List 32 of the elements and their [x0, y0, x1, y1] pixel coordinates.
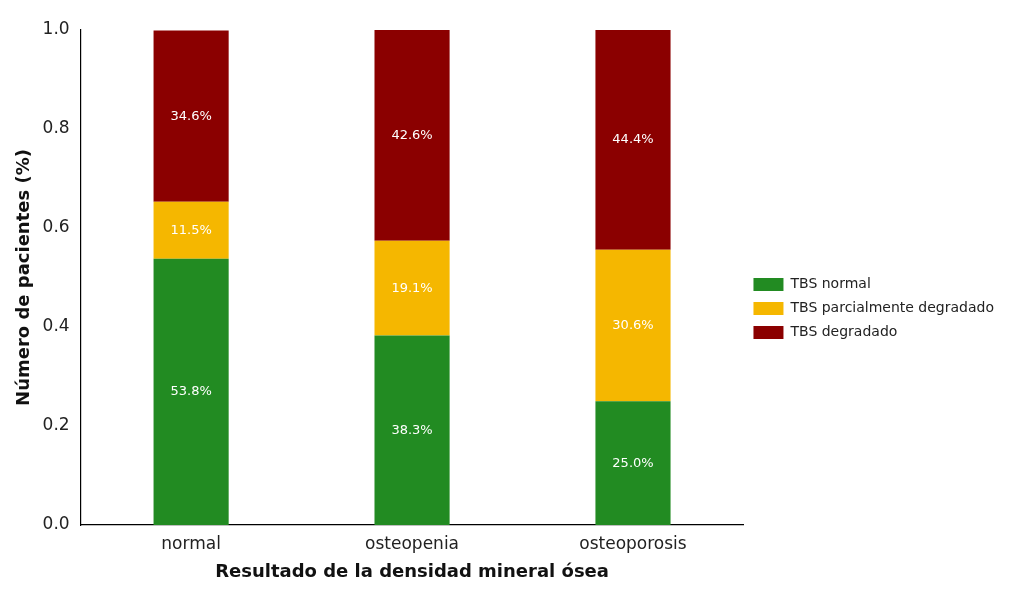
- bar: [374, 240, 450, 336]
- data-label: 30.6%: [612, 316, 654, 332]
- x-tick-label: osteopenia: [365, 532, 460, 553]
- y-tick-label: 0.4: [42, 315, 70, 336]
- y-tick-label: 1.0: [42, 18, 70, 39]
- bar: [595, 249, 671, 402]
- x-axis-title: Resultado de la densidad mineral ósea: [215, 559, 609, 581]
- data-label: 44.4%: [612, 131, 654, 147]
- y-tick-label: 0.6: [42, 216, 70, 237]
- bar: [153, 258, 229, 525]
- bar: [153, 201, 229, 259]
- data-label: 53.8%: [170, 383, 212, 399]
- y-tick-label: 0.2: [42, 414, 70, 435]
- bar: [153, 30, 229, 202]
- y-tick-label: 0.8: [42, 117, 70, 138]
- x-tick-label: normal: [161, 532, 221, 553]
- data-label: 42.6%: [391, 126, 433, 142]
- y-tick-label: 0.0: [42, 513, 70, 534]
- data-label: 25.0%: [612, 454, 654, 470]
- bar: [374, 30, 450, 241]
- data-label: 34.6%: [170, 107, 212, 123]
- legend-label: TBS normal: [789, 275, 871, 292]
- data-label: 11.5%: [170, 221, 212, 237]
- bar: [595, 401, 671, 525]
- bar: [595, 30, 671, 250]
- data-label: 19.1%: [391, 279, 433, 295]
- y-axis-title: Número de pacientes (%): [12, 149, 34, 406]
- data-label: 38.3%: [391, 421, 433, 437]
- legend-label: TBS degradado: [789, 323, 898, 340]
- legend-label: TBS parcialmente degradado: [789, 299, 995, 316]
- bar: [374, 335, 450, 525]
- x-tick-label: osteoporosis: [579, 532, 687, 553]
